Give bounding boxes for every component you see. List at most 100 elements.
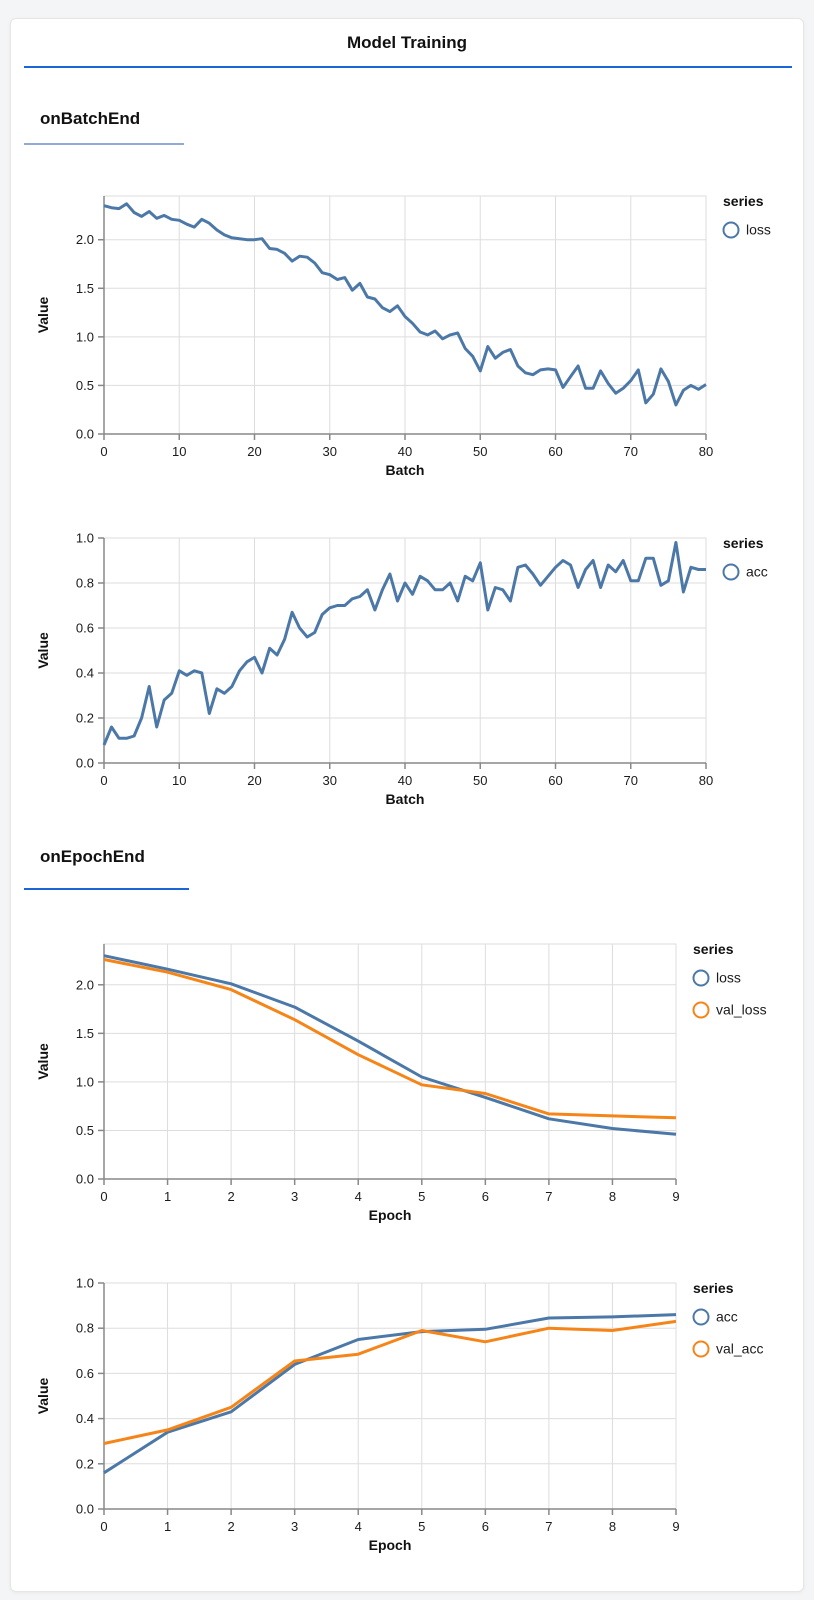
legend-symbol-loss [692,969,710,987]
x-tick-label: 70 [624,773,638,788]
x-tick-label: 60 [548,773,562,788]
y-tick-label: 0.5 [76,1123,94,1138]
legend-label-acc: acc [746,564,768,580]
y-tick-label: 1.5 [76,281,94,296]
x-tick-label: 4 [355,1519,362,1534]
x-tick-label: 70 [624,444,638,459]
y-tick-label: 1.5 [76,1026,94,1041]
y-tick-label: 0.8 [76,1321,94,1336]
x-tick-label: 60 [548,444,562,459]
series-line-loss [103,202,707,407]
y-tick-label: 0.2 [76,711,94,726]
y-axis-title: Value [35,1378,51,1415]
x-tick-label: 0 [100,773,107,788]
legend-symbol-acc [692,1308,710,1326]
series-line-acc [103,1313,677,1475]
y-tick-label: 1.0 [76,531,94,546]
y-tick-label: 1.0 [76,1276,94,1291]
y-tick-label: 0.4 [76,666,94,681]
y-tick-label: 0.0 [76,1172,94,1187]
legend-label-loss: loss [716,970,741,986]
y-tick-label: 2.0 [76,977,94,992]
legend-label-val_acc: val_acc [716,1341,763,1357]
section-underline-onepochend [24,888,189,890]
x-tick-label: 10 [172,773,186,788]
y-tick-label: 0.5 [76,378,94,393]
x-tick-label: 7 [545,1189,552,1204]
x-tick-label: 2 [227,1519,234,1534]
x-tick-label: 80 [699,444,713,459]
y-tick-label: 1.0 [76,329,94,344]
legend-title: series [723,535,764,551]
x-tick-label: 8 [609,1189,616,1204]
series-line-val_loss [103,958,677,1120]
page-title: Model Training [347,33,467,52]
x-tick-label: 40 [398,444,412,459]
series-line-acc [102,541,706,746]
y-tick-label: 0.2 [76,1456,94,1471]
x-tick-label: 20 [247,773,261,788]
chart-acc-per-batch: 0.0 0.2 0.4 0.6 0.8 1.0 0 10 20 30 40 50 60 70 80 Batch… [35,531,768,808]
x-tick-label: 9 [672,1189,679,1204]
x-tick-label: 20 [247,444,261,459]
x-tick-label: 0 [100,444,107,459]
legend-title: series [723,193,764,209]
legend-symbol-loss [722,221,740,239]
y-tick-label: 0.0 [76,756,94,771]
legend-title: series [693,1280,734,1296]
y-tick-label: 0.6 [76,1366,94,1381]
x-tick-label: 0 [100,1189,107,1204]
section-heading-onepochend: onEpochEnd [40,847,145,866]
x-tick-label: 3 [291,1519,298,1534]
x-axis-title: Batch [386,791,425,807]
y-tick-label: 0.8 [76,576,94,591]
x-tick-label: 6 [482,1519,489,1534]
x-tick-label: 1 [164,1519,171,1534]
x-tick-label: 40 [398,773,412,788]
visor-surface-card: Model Training onBatchEnd 0.0 0.5 1.0 1.5 2.… [10,18,804,1592]
chart-acc-per-epoch: 0.0 0.2 0.4 0.6 0.8 1.0 0 1 2 3 4 5 6 7 8 9 Epoch Value se… [35,1276,763,1554]
x-tick-label: 50 [473,444,487,459]
x-tick-label: 1 [164,1189,171,1204]
section-heading-onbatchend: onBatchEnd [40,109,141,128]
x-axis-title: Batch [386,462,425,478]
x-tick-label: 9 [672,1519,679,1534]
legend-title: series [693,941,734,957]
title-underline [24,66,792,68]
y-tick-label: 2.0 [76,232,94,247]
x-tick-label: 50 [473,773,487,788]
x-tick-label: 0 [100,1519,107,1534]
x-axis-title: Epoch [369,1537,412,1553]
x-tick-label: 3 [291,1189,298,1204]
x-tick-label: 80 [699,773,713,788]
chart-loss-per-batch: 0.0 0.5 1.0 1.5 2.0 0 10 20 30 40 50 60 70 80 Batch Val… [35,193,771,478]
y-axis-title: Value [35,297,51,334]
y-tick-label: 0.0 [76,427,94,442]
y-tick-label: 0.4 [76,1411,94,1426]
y-axis-title: Value [35,1043,51,1080]
x-tick-label: 2 [227,1189,234,1204]
x-tick-label: 10 [172,444,186,459]
x-tick-label: 30 [323,444,337,459]
y-tick-label: 0.0 [76,1502,94,1517]
x-tick-label: 6 [482,1189,489,1204]
y-axis-title: Value [35,632,51,669]
legend-label-val_loss: val_loss [716,1002,767,1018]
chart-loss-per-epoch: 0.0 0.5 1.0 1.5 2.0 0 1 2 3 4 5 6 7 8 9 Epoch Value serie… [35,941,767,1223]
x-tick-label: 4 [355,1189,362,1204]
section-underline-onbatchend [24,143,184,145]
x-tick-label: 5 [418,1189,425,1204]
legend-label-acc: acc [716,1309,738,1325]
x-tick-label: 5 [418,1519,425,1534]
legend-symbol-val_loss [692,1001,710,1019]
x-tick-label: 7 [545,1519,552,1534]
legend-symbol-acc [722,563,740,581]
x-axis-title: Epoch [369,1207,412,1223]
series-line-val_acc [103,1319,677,1445]
legend-symbol-val_acc [692,1340,710,1358]
y-tick-label: 0.6 [76,621,94,636]
y-tick-label: 1.0 [76,1074,94,1089]
legend-label-loss: loss [746,222,771,238]
x-tick-label: 8 [609,1519,616,1534]
series-line-loss [103,954,677,1136]
